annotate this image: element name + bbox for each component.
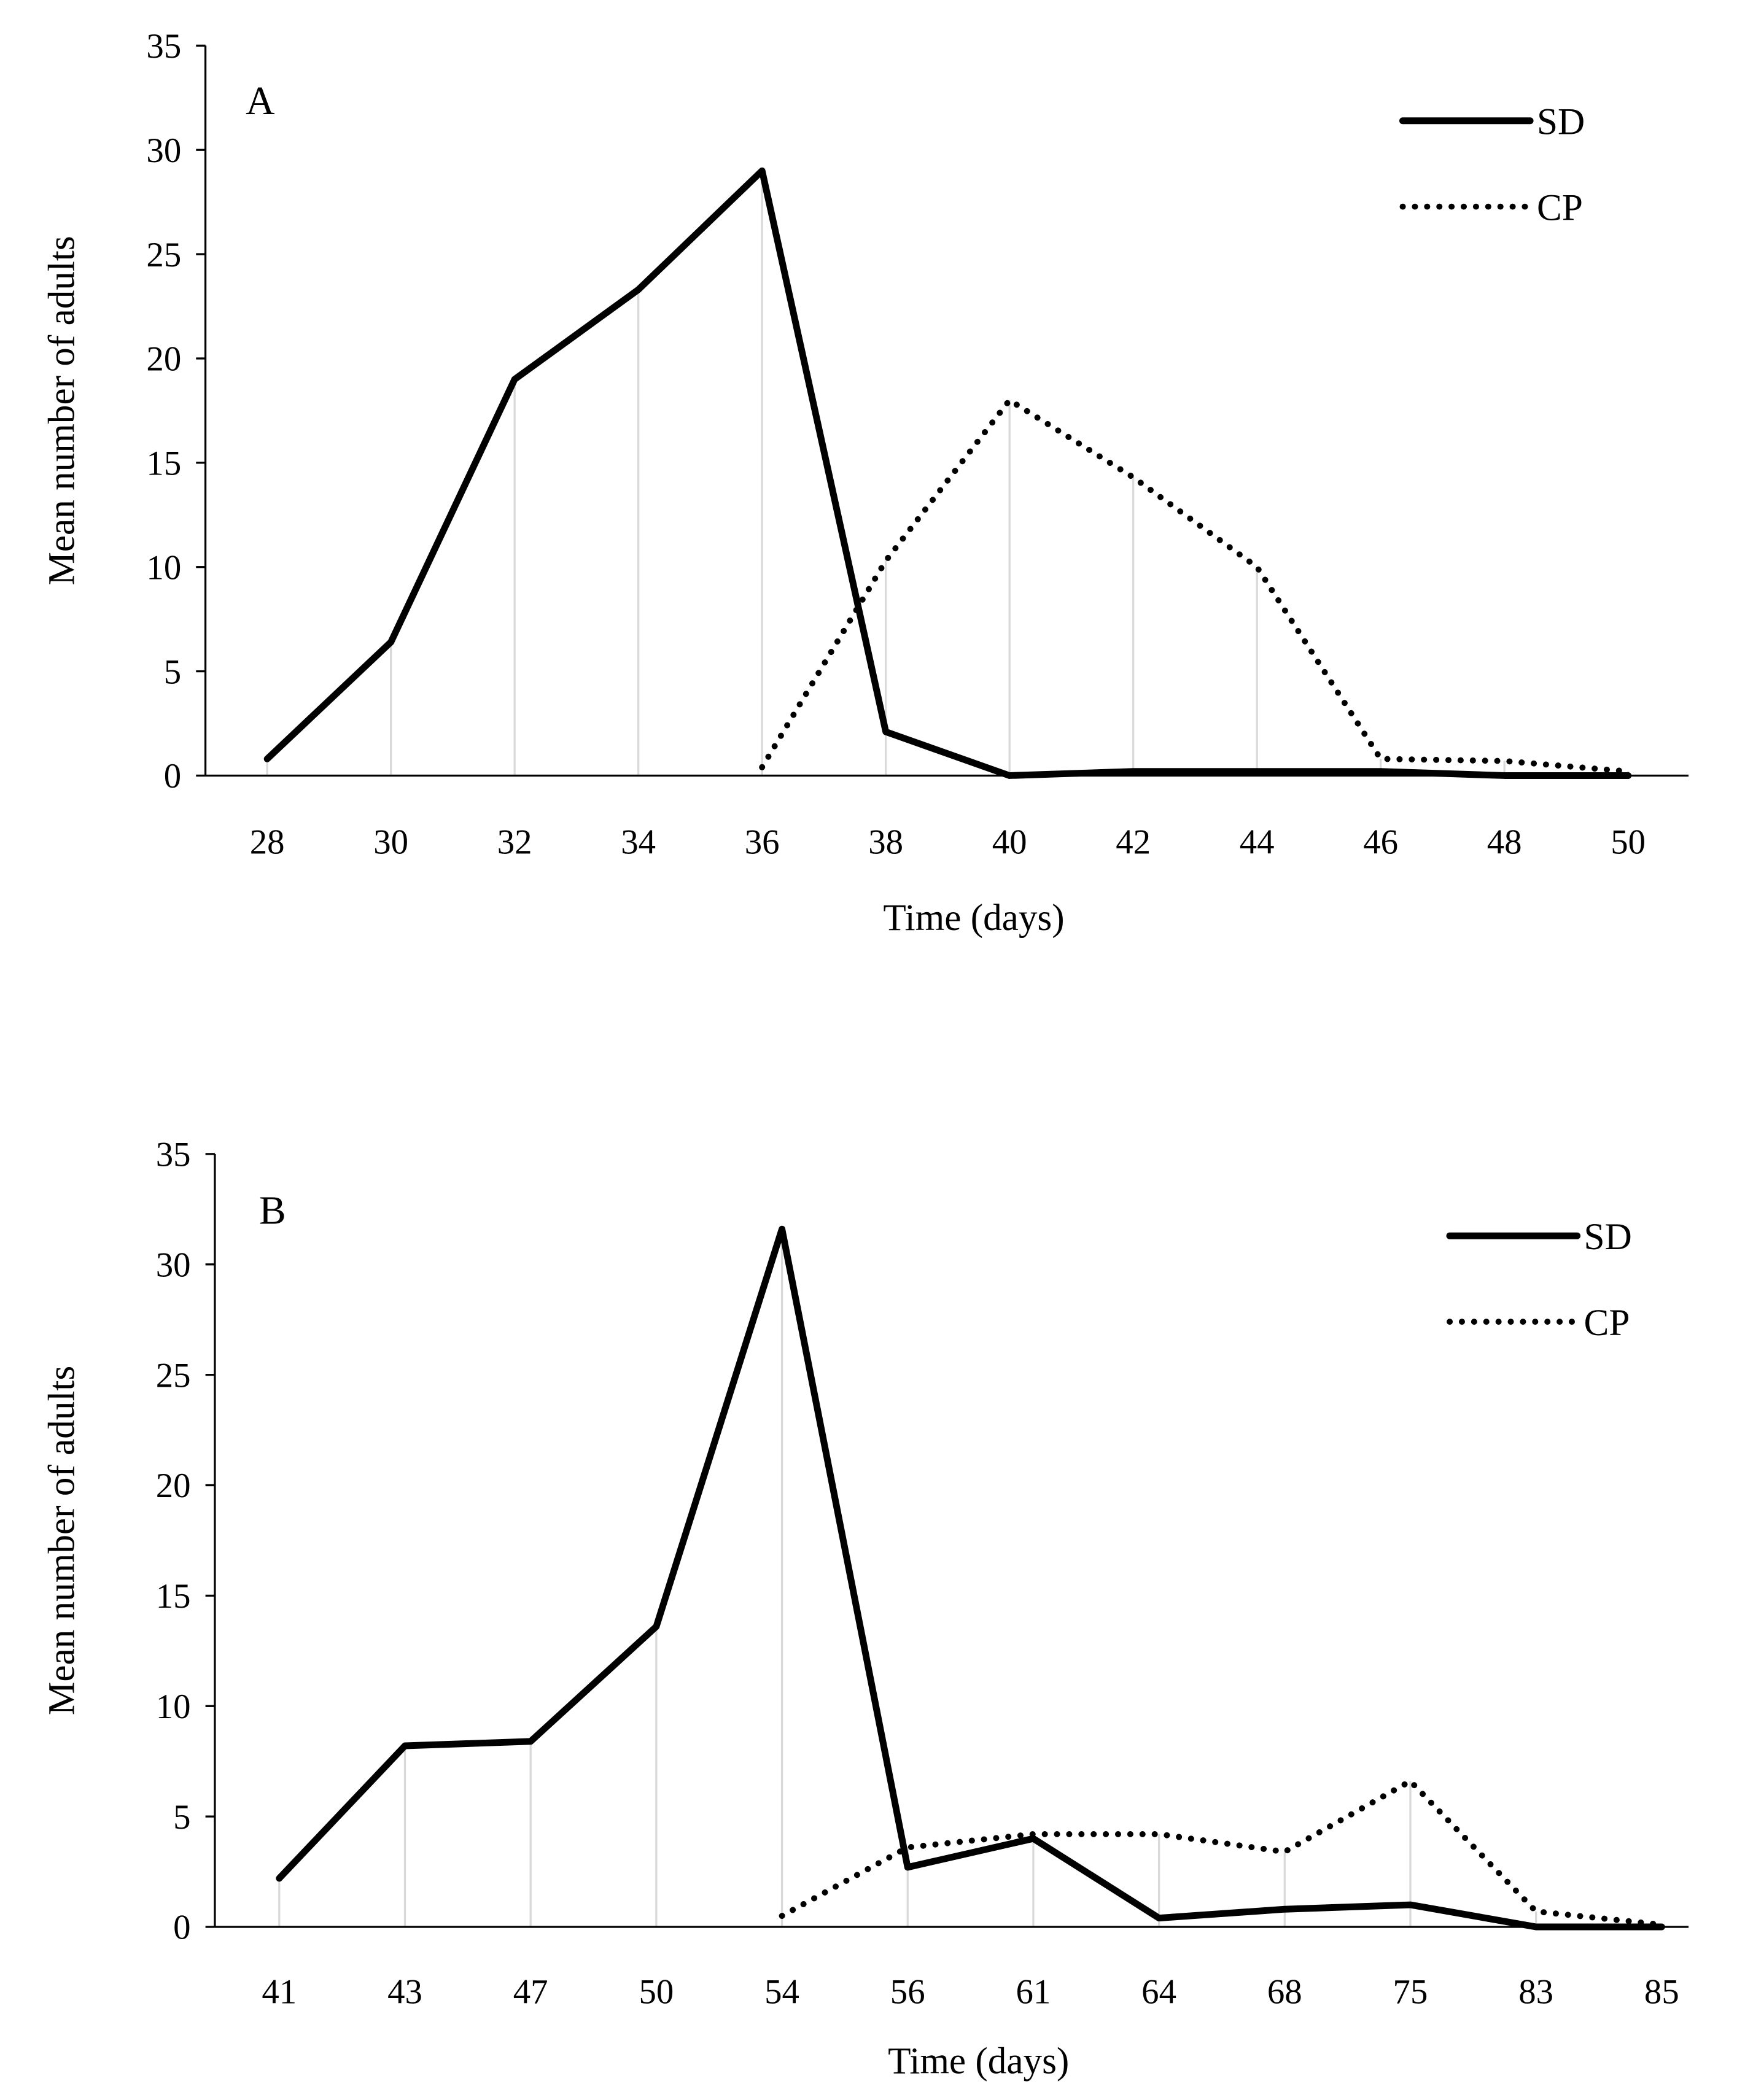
x-tick-label: 28 (250, 823, 285, 861)
x-tick-label: 40 (992, 823, 1027, 861)
x-tick-label: 54 (764, 1973, 799, 2012)
y-tick-label: 20 (146, 340, 181, 379)
x-axis-title: Time (days) (888, 2040, 1069, 2082)
series-line-SD (263, 167, 1632, 779)
x-tick-label: 50 (1611, 823, 1646, 861)
x-tick-label: 75 (1393, 1973, 1428, 2012)
series-line-CP (759, 397, 1631, 775)
legend-label-SD: SD (1584, 1216, 1632, 1258)
series-line-SD (276, 1225, 1665, 1931)
x-axis-title: Time (days) (883, 897, 1064, 939)
y-tick-label: 15 (146, 444, 181, 483)
x-tick-label: 68 (1267, 1973, 1302, 2012)
x-tick-label: 38 (868, 823, 903, 861)
series-line-CP (779, 1778, 1665, 1928)
legend-label-CP: CP (1537, 187, 1583, 228)
y-tick-label: 0 (173, 1908, 190, 1947)
x-tick-label: 64 (1141, 1973, 1176, 2012)
y-tick-label: 20 (156, 1467, 191, 1505)
x-tick-label: 46 (1363, 823, 1398, 861)
y-tick-label: 25 (156, 1356, 191, 1395)
x-tick-label: 32 (497, 823, 532, 861)
x-tick-label: 44 (1240, 823, 1275, 861)
x-tick-label: 50 (639, 1973, 674, 2012)
chart-panel-A: 0 5 10 15 20 25 30 35 28 30 32 34 36 38 40 42 44 46 48 50 Ti… (41, 27, 1689, 939)
x-tick-label: 30 (373, 823, 408, 861)
y-tick-label: 35 (146, 27, 181, 66)
x-tick-label: 41 (262, 1973, 297, 2012)
y-tick-label: 10 (156, 1687, 191, 1726)
y-tick-label: 0 (164, 757, 181, 796)
x-tick-label: 56 (890, 1973, 925, 2012)
y-axis-title: Mean number of adults (41, 1366, 82, 1715)
y-tick-label: 30 (146, 131, 181, 170)
x-tick-label: 83 (1518, 1973, 1553, 2012)
panel-label: B (259, 1189, 286, 1233)
x-tick-label: 47 (513, 1973, 548, 2012)
y-axis-title: Mean number of adults (41, 236, 82, 585)
legend-label-CP: CP (1584, 1302, 1630, 1344)
x-tick-label: 36 (745, 823, 780, 861)
y-tick-label: 25 (146, 236, 181, 274)
y-tick-label: 15 (156, 1577, 191, 1616)
x-tick-label: 85 (1644, 1973, 1679, 2012)
y-tick-label: 30 (156, 1246, 191, 1284)
y-tick-label: 10 (146, 548, 181, 587)
legend-label-SD: SD (1537, 101, 1585, 143)
y-tick-label: 35 (156, 1136, 191, 1174)
y-tick-label: 5 (173, 1798, 190, 1837)
panel-label: A (246, 79, 274, 123)
x-tick-label: 48 (1487, 823, 1522, 861)
x-tick-label: 42 (1116, 823, 1151, 861)
x-tick-label: 34 (621, 823, 656, 861)
x-tick-label: 61 (1016, 1973, 1051, 2012)
y-tick-label: 5 (164, 653, 181, 691)
chart-panel-B: 0 5 10 15 20 25 30 35 41 43 47 50 54 56 61 64 68 75 83 85 Ti… (41, 1136, 1689, 2082)
x-tick-label: 43 (387, 1973, 422, 2012)
